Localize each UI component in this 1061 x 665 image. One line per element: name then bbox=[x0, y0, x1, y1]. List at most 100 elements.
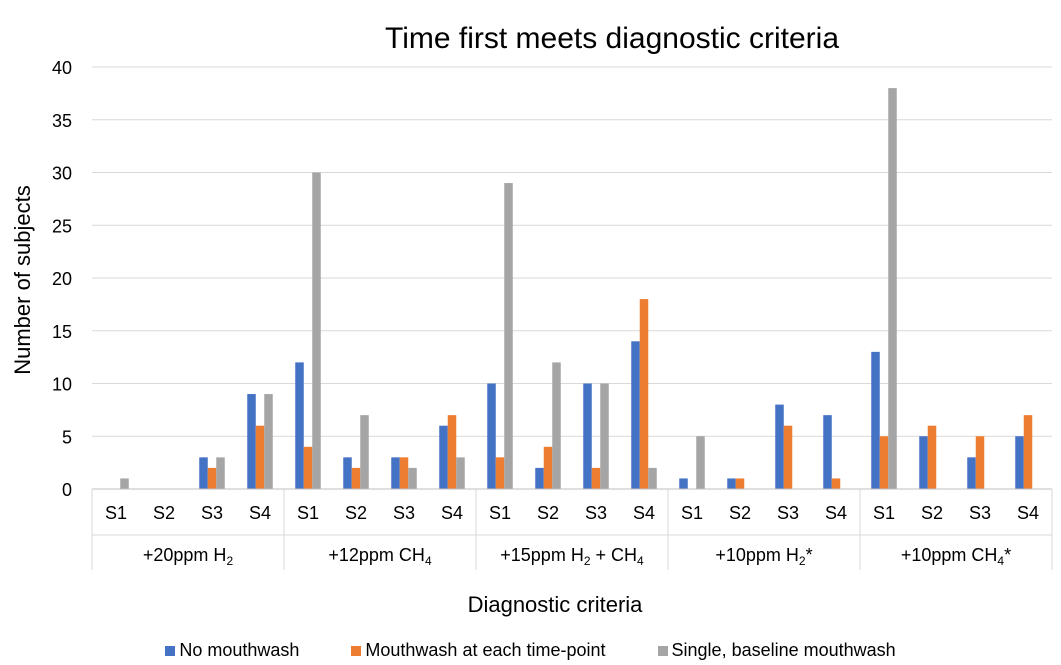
x-axis: S1 S2 S3 S4 S1 S2 S3 S4 S1 S2 S3 S4 S1 S2 S3 S4 S1 S2 S3 S4… bbox=[91, 488, 1053, 570]
y-tick-label: 5 bbox=[62, 427, 72, 447]
x-tick-label: S4 bbox=[249, 503, 271, 523]
x-tick-label: S1 bbox=[297, 503, 319, 523]
y-tick-label: 0 bbox=[62, 480, 72, 500]
bar bbox=[775, 404, 784, 489]
y-tick-label: 20 bbox=[52, 269, 72, 289]
bar bbox=[391, 457, 400, 489]
bar bbox=[871, 351, 880, 489]
bar bbox=[199, 457, 208, 489]
bar bbox=[120, 478, 129, 489]
bar bbox=[207, 467, 217, 489]
bar bbox=[1023, 415, 1033, 489]
legend-label: Mouthwash at each time-point bbox=[365, 640, 606, 660]
y-tick-label: 35 bbox=[52, 111, 72, 131]
x-tick-label: S3 bbox=[393, 503, 415, 523]
legend-item-single-baseline: Single, baseline mouthwash bbox=[657, 640, 896, 661]
bar bbox=[679, 478, 688, 489]
group-label: +15ppm H2 + CH4 bbox=[500, 545, 644, 568]
bar bbox=[535, 467, 544, 489]
bar bbox=[583, 383, 592, 489]
bar bbox=[303, 446, 313, 489]
bar bbox=[888, 88, 897, 489]
bar bbox=[1015, 436, 1024, 489]
bar bbox=[975, 436, 985, 489]
x-tick-label: S4 bbox=[441, 503, 463, 523]
bar bbox=[879, 436, 889, 489]
bar bbox=[919, 436, 928, 489]
bar bbox=[823, 415, 832, 489]
bar bbox=[247, 394, 256, 489]
legend-swatch bbox=[165, 645, 176, 656]
chart-svg: Time first meets diagnostic criteria Num… bbox=[10, 22, 1053, 617]
x-tick-label: S1 bbox=[105, 503, 127, 523]
x-tick-label: S3 bbox=[969, 503, 991, 523]
x-tick-label: S1 bbox=[873, 503, 895, 523]
bar bbox=[600, 383, 609, 489]
x-tick-label: S3 bbox=[201, 503, 223, 523]
x-tick-label: S4 bbox=[1017, 503, 1039, 523]
group-label: +10ppm CH4* bbox=[901, 545, 1011, 568]
bar bbox=[727, 478, 736, 489]
group-label: +10ppm H2* bbox=[715, 545, 812, 568]
bar bbox=[216, 457, 225, 489]
bar bbox=[312, 172, 321, 489]
legend-item-mouthwash-each: Mouthwash at each time-point bbox=[351, 640, 606, 661]
bar bbox=[487, 383, 496, 489]
bar bbox=[735, 478, 745, 489]
bar bbox=[360, 415, 369, 489]
bar bbox=[591, 467, 601, 489]
y-tick-label: 25 bbox=[52, 216, 72, 236]
legend: No mouthwash Mouthwash at each time-poin… bbox=[0, 640, 1061, 661]
bar bbox=[343, 457, 352, 489]
legend-swatch bbox=[657, 645, 668, 656]
x-axis-label: Diagnostic criteria bbox=[468, 592, 644, 617]
x-tick-label: S2 bbox=[153, 503, 175, 523]
y-tick-label: 15 bbox=[52, 322, 72, 342]
bar bbox=[783, 425, 793, 489]
legend-item-no-mouthwash: No mouthwash bbox=[165, 640, 299, 661]
bar bbox=[439, 425, 448, 489]
bar bbox=[255, 425, 265, 489]
bar bbox=[831, 478, 841, 489]
bar bbox=[264, 394, 273, 489]
x-tick-label: S1 bbox=[489, 503, 511, 523]
bar bbox=[495, 457, 505, 489]
bar bbox=[967, 457, 976, 489]
bars bbox=[120, 88, 1033, 490]
y-tick-labels: 0 5 10 15 20 25 30 35 40 bbox=[52, 58, 72, 500]
bar bbox=[351, 467, 361, 489]
y-tick-label: 30 bbox=[52, 164, 72, 184]
bar bbox=[552, 362, 561, 489]
x-tick-label: S2 bbox=[921, 503, 943, 523]
chart-title: Time first meets diagnostic criteria bbox=[385, 22, 839, 55]
y-tick-label: 10 bbox=[52, 375, 72, 395]
bar bbox=[648, 467, 657, 489]
bar bbox=[408, 467, 417, 489]
x-tick-label: S4 bbox=[633, 503, 655, 523]
x-tick-label: S1 bbox=[681, 503, 703, 523]
bar bbox=[399, 457, 409, 489]
x-tick-label: S3 bbox=[777, 503, 799, 523]
x-tick-label: S4 bbox=[825, 503, 847, 523]
bar bbox=[456, 457, 465, 489]
gridlines bbox=[92, 66, 1052, 437]
x-tick-label: S3 bbox=[585, 503, 607, 523]
bar bbox=[543, 446, 553, 489]
bar bbox=[696, 436, 705, 489]
bar bbox=[631, 341, 640, 489]
legend-label: No mouthwash bbox=[179, 640, 300, 660]
x-tick-label: S2 bbox=[345, 503, 367, 523]
bar bbox=[447, 415, 457, 489]
y-axis-label: Number of subjects bbox=[10, 185, 35, 375]
bar bbox=[927, 425, 937, 489]
bar bbox=[639, 299, 649, 489]
y-tick-label: 40 bbox=[52, 58, 72, 78]
group-label: +12ppm CH4 bbox=[328, 545, 432, 568]
x-tick-label: S2 bbox=[729, 503, 751, 523]
bar bbox=[504, 183, 513, 490]
bar bbox=[295, 362, 304, 489]
group-label: +20ppm H2 bbox=[143, 545, 234, 568]
legend-label: Single, baseline mouthwash bbox=[671, 640, 896, 660]
legend-swatch bbox=[351, 645, 362, 656]
x-tick-label: S2 bbox=[537, 503, 559, 523]
